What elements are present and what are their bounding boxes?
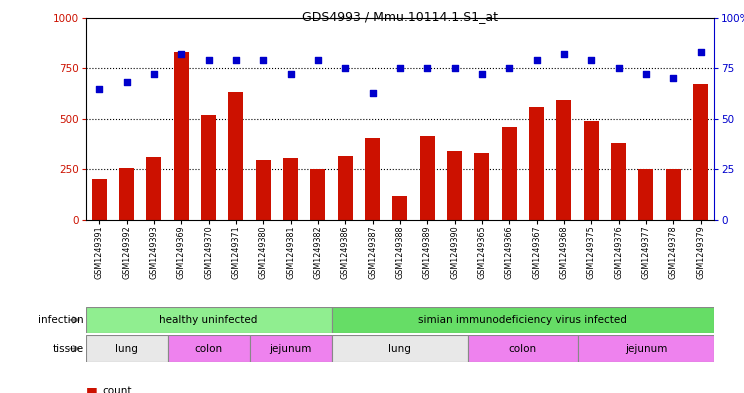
Bar: [501, 127, 517, 220]
Point: [202, 57, 214, 63]
Point: [230, 57, 242, 63]
Bar: [447, 151, 462, 220]
Text: count: count: [102, 386, 132, 393]
Text: jejunum: jejunum: [625, 343, 667, 354]
Point: [367, 90, 379, 96]
Bar: [693, 84, 708, 220]
Bar: [147, 157, 161, 220]
Bar: [249, 335, 332, 362]
Bar: [338, 156, 353, 220]
Point: [449, 65, 461, 72]
Bar: [119, 169, 134, 220]
Bar: [475, 153, 490, 220]
Text: infection: infection: [39, 315, 84, 325]
Bar: [283, 158, 298, 220]
Bar: [256, 160, 271, 220]
Text: GDS4993 / Mmu.10114.1.S1_at: GDS4993 / Mmu.10114.1.S1_at: [302, 10, 498, 23]
Bar: [167, 335, 249, 362]
Point: [257, 57, 269, 63]
Text: lung: lung: [388, 343, 411, 354]
Bar: [392, 196, 408, 220]
Bar: [365, 138, 380, 220]
Point: [312, 57, 324, 63]
Text: lung: lung: [115, 343, 138, 354]
Point: [612, 65, 624, 72]
Point: [285, 71, 297, 77]
Point: [176, 51, 187, 57]
Point: [503, 65, 515, 72]
Text: jejunum: jejunum: [269, 343, 312, 354]
Bar: [584, 121, 599, 220]
Bar: [228, 92, 243, 220]
Bar: [666, 169, 681, 220]
Bar: [557, 100, 571, 220]
Point: [558, 51, 570, 57]
Point: [121, 79, 132, 86]
Bar: [92, 178, 106, 220]
Point: [93, 85, 105, 92]
Point: [640, 71, 652, 77]
Point: [394, 65, 406, 72]
Bar: [86, 307, 332, 333]
Point: [421, 65, 433, 72]
Point: [339, 65, 351, 72]
Point: [586, 57, 597, 63]
Bar: [201, 115, 216, 220]
Bar: [86, 335, 167, 362]
Bar: [332, 335, 468, 362]
Bar: [577, 335, 714, 362]
Text: simian immunodeficiency virus infected: simian immunodeficiency virus infected: [418, 315, 627, 325]
Point: [530, 57, 542, 63]
Bar: [611, 143, 626, 220]
Text: healthy uninfected: healthy uninfected: [159, 315, 257, 325]
Text: ■: ■: [86, 385, 97, 393]
Point: [695, 49, 707, 55]
Bar: [173, 52, 189, 220]
Point: [476, 71, 488, 77]
Text: tissue: tissue: [53, 343, 84, 354]
Text: colon: colon: [194, 343, 222, 354]
Text: colon: colon: [509, 343, 537, 354]
Bar: [529, 107, 544, 220]
Bar: [420, 136, 434, 220]
Point: [667, 75, 679, 81]
Bar: [638, 169, 653, 220]
Bar: [332, 307, 714, 333]
Point: [148, 71, 160, 77]
Bar: [310, 169, 325, 220]
Bar: [468, 335, 577, 362]
